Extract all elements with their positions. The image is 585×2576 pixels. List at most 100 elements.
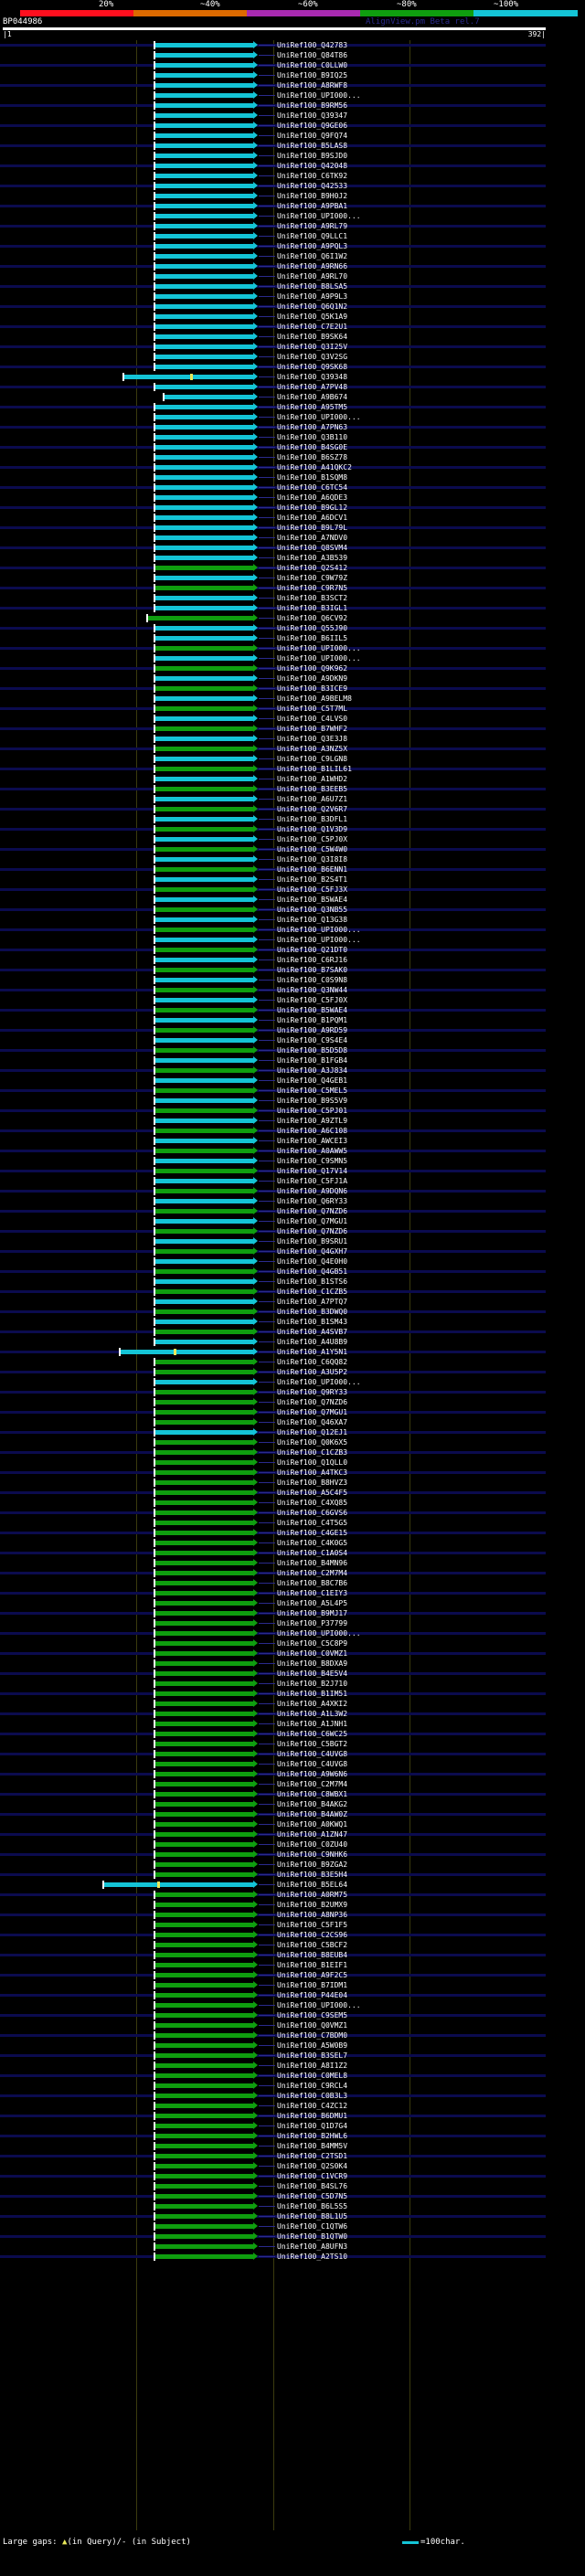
alignment-row[interactable]: UniRef100_C4LVS0 [0,714,585,724]
alignment-row[interactable]: UniRef100_C4ZC12 [0,2101,585,2111]
alignment-row[interactable]: UniRef100_A0RM75 [0,1890,585,1900]
hit-accession-label[interactable]: UniRef100_A9RL70 [277,272,348,281]
alignment-row[interactable]: UniRef100_A3B539 [0,553,585,563]
alignment-row[interactable]: UniRef100_B8LSA5 [0,281,585,292]
alignment-row[interactable]: UniRef100_Q42783 [0,40,585,50]
alignment-row[interactable]: UniRef100_UPI000... [0,90,585,101]
hit-bar[interactable] [155,1129,253,1133]
hit-bar[interactable] [155,1249,253,1254]
hit-bar[interactable] [155,546,253,550]
hit-bar[interactable] [155,958,253,962]
hit-accession-label[interactable]: UniRef100_C0ZU40 [277,1840,348,1849]
hit-bar[interactable] [155,1309,253,1314]
hit-accession-label[interactable]: UniRef100_A3NZ5X [277,745,348,753]
alignment-row[interactable]: UniRef100_C6GVS6 [0,1508,585,1518]
hit-accession-label[interactable]: UniRef100_Q6Q1N2 [277,302,348,311]
hit-accession-label[interactable]: UniRef100_Q0VMZ1 [277,2021,348,2030]
alignment-row[interactable]: UniRef100_B4MM5V [0,2141,585,2151]
alignment-row[interactable]: UniRef100_B6SZ78 [0,452,585,462]
hit-accession-label[interactable]: UniRef100_A9W6N6 [277,1770,348,1778]
alignment-row[interactable]: UniRef100_Q7MGU1 [0,1407,585,1417]
alignment-row[interactable]: UniRef100_C9W79Z [0,573,585,583]
alignment-row[interactable]: UniRef100_B2J710 [0,1679,585,1689]
hit-bar[interactable] [155,737,253,741]
alignment-row[interactable]: UniRef100_C5T7ML [0,704,585,714]
hit-bar[interactable] [155,2043,253,2048]
alignment-row[interactable]: UniRef100_Q1D7G4 [0,2121,585,2131]
alignment-row[interactable]: UniRef100_Q9K962 [0,663,585,673]
hit-accession-label[interactable]: UniRef100_A8I1Z2 [277,2062,348,2070]
alignment-row[interactable]: UniRef100_B2UMX9 [0,1900,585,1910]
hit-accession-label[interactable]: UniRef100_Q13G38 [277,916,348,924]
alignment-row[interactable]: UniRef100_B1SM43 [0,1317,585,1327]
hit-accession-label[interactable]: UniRef100_A9RN66 [277,262,348,270]
hit-accession-label[interactable]: UniRef100_C5FJ3X [277,885,348,894]
hit-accession-label[interactable]: UniRef100_A6QDE3 [277,493,348,502]
alignment-row[interactable]: UniRef100_UPI000... [0,1628,585,1638]
hit-bar[interactable] [155,1591,253,1595]
hit-accession-label[interactable]: UniRef100_Q4E0H0 [277,1257,348,1266]
hit-accession-label[interactable]: UniRef100_Q1V3D9 [277,825,348,833]
hit-bar[interactable] [155,1601,253,1606]
hit-accession-label[interactable]: UniRef100_C1EIY3 [277,1589,348,1597]
hit-accession-label[interactable]: UniRef100_C2TSD1 [277,2152,348,2160]
hit-accession-label[interactable]: UniRef100_B9IQ25 [277,71,348,80]
hit-accession-label[interactable]: UniRef100_B3EEB5 [277,785,348,793]
alignment-row[interactable]: UniRef100_C6TC54 [0,482,585,493]
alignment-row[interactable]: UniRef100_C0MEL8 [0,2071,585,2081]
hit-accession-label[interactable]: UniRef100_Q39347 [277,111,348,120]
hit-bar[interactable] [155,1500,253,1505]
hit-accession-label[interactable]: UniRef100_B8L1U5 [277,2212,348,2221]
hit-bar[interactable] [155,435,253,440]
hit-bar[interactable] [155,1098,253,1103]
hit-accession-label[interactable]: UniRef100_C5MEL5 [277,1087,348,1095]
hit-bar[interactable] [155,264,253,269]
alignment-row[interactable]: UniRef100_Q12EJ1 [0,1427,585,1437]
hit-bar[interactable] [155,636,253,641]
alignment-row[interactable]: UniRef100_Q3E3J8 [0,734,585,744]
hit-bar[interactable] [155,1068,253,1073]
hit-bar[interactable] [155,53,253,58]
alignment-row[interactable]: UniRef100_Q4GEB1 [0,1076,585,1086]
hit-bar[interactable] [155,1299,253,1304]
alignment-row[interactable]: UniRef100_B3ICE9 [0,684,585,694]
hit-accession-label[interactable]: UniRef100_Q3NW44 [277,986,348,994]
hit-bar[interactable] [155,1038,253,1043]
hit-accession-label[interactable]: UniRef100_A4SVB7 [277,1328,348,1336]
hit-accession-label[interactable]: UniRef100_A0KWQ1 [277,1820,348,1829]
hit-accession-label[interactable]: UniRef100_Q5K1A9 [277,313,348,321]
alignment-row[interactable]: UniRef100_C9SEM5 [0,2010,585,2020]
alignment-row[interactable]: UniRef100_B4AKG2 [0,1799,585,1809]
alignment-row[interactable]: UniRef100_A1L3W2 [0,1709,585,1719]
alignment-row[interactable]: UniRef100_Q9RY33 [0,1387,585,1397]
alignment-row[interactable]: UniRef100_Q13G38 [0,915,585,925]
hit-accession-label[interactable]: UniRef100_B3SCT2 [277,594,348,602]
hit-bar[interactable] [155,2094,253,2098]
hit-accession-label[interactable]: UniRef100_C1QTW6 [277,2222,348,2231]
alignment-row[interactable]: UniRef100_UPI000... [0,653,585,663]
hit-accession-label[interactable]: UniRef100_C1CZB5 [277,1288,348,1296]
hit-bar[interactable] [155,174,253,178]
hit-bar[interactable] [155,1973,253,1977]
hit-bar[interactable] [155,596,253,600]
hit-bar[interactable] [155,1259,253,1264]
hit-accession-label[interactable]: UniRef100_A5C4F5 [277,1489,348,1497]
alignment-row[interactable]: UniRef100_C0B3L3 [0,2091,585,2101]
alignment-row[interactable]: UniRef100_B6IIL5 [0,633,585,643]
hit-bar[interactable] [155,1390,253,1394]
alignment-row[interactable]: UniRef100_Q9LLC1 [0,231,585,241]
hit-accession-label[interactable]: UniRef100_B3ICE9 [277,684,348,693]
hit-accession-label[interactable]: UniRef100_A2TS10 [277,2253,348,2261]
alignment-row[interactable]: UniRef100_Q1V3D9 [0,824,585,834]
alignment-row[interactable]: UniRef100_B3DWQ0 [0,1307,585,1317]
alignment-row[interactable]: UniRef100_Q6RY33 [0,1196,585,1206]
hit-bar[interactable] [155,1842,253,1847]
hit-bar[interactable] [155,405,253,409]
hit-accession-label[interactable]: UniRef100_UPI000... [277,644,361,652]
hit-accession-label[interactable]: UniRef100_B6DMU1 [277,2112,348,2120]
hit-bar[interactable] [155,837,253,842]
hit-bar[interactable] [155,1691,253,1696]
hit-bar[interactable] [155,716,253,721]
alignment-row[interactable]: UniRef100_A7PN63 [0,422,585,432]
hit-accession-label[interactable]: UniRef100_C6QQ82 [277,1358,348,1366]
